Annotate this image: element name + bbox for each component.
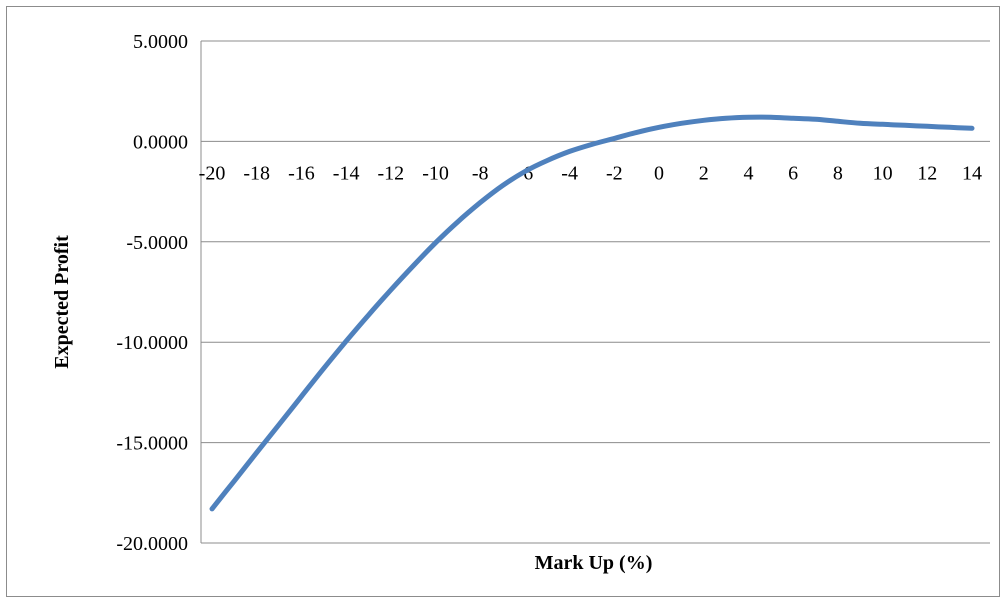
x-tick-label: 0 xyxy=(654,162,664,184)
x-tick-label: 8 xyxy=(833,162,843,184)
chart-frame xyxy=(6,6,1000,597)
x-tick-label: 14 xyxy=(962,162,982,184)
x-tick-labels: -20 -18 -16 -14 -12 -10 -8 -6 -4 -2 0 2 4 6 8 10 12 14 xyxy=(199,162,982,184)
y-tick-label: -15.0000 xyxy=(116,433,188,455)
series-line xyxy=(209,114,975,512)
y-axis-title: Expected Profit xyxy=(51,235,73,369)
x-tick-label: -4 xyxy=(561,162,578,184)
y-tick-label: -20.0000 xyxy=(116,533,188,555)
x-tick-label: -12 xyxy=(377,162,404,184)
gridlines xyxy=(201,40,990,544)
y-tick-label: -10.0000 xyxy=(116,332,188,354)
x-tick-label: -14 xyxy=(333,162,360,184)
x-tick-label: 2 xyxy=(699,162,709,184)
y-tick-label: 5.0000 xyxy=(133,31,188,53)
x-tick-label: -20 xyxy=(199,162,226,184)
x-tick-label: -16 xyxy=(288,162,315,184)
x-axis-title: Mark Up (%) xyxy=(535,552,653,574)
x-tick-label: 6 xyxy=(788,162,798,184)
x-tick-label: -8 xyxy=(472,162,489,184)
x-tick-label: -2 xyxy=(606,162,623,184)
x-tick-label: 4 xyxy=(743,162,753,184)
x-tick-label: 10 xyxy=(873,162,893,184)
y-tick-label: -5.0000 xyxy=(126,232,188,254)
y-tick-label: 0.0000 xyxy=(133,131,188,153)
x-tick-label: -18 xyxy=(243,162,270,184)
y-tick-labels: 5.0000 0.0000 -5.0000 -10.0000 -15.0000 -20.0… xyxy=(116,31,188,555)
x-tick-label: -10 xyxy=(422,162,449,184)
x-tick-label: 12 xyxy=(917,162,937,184)
